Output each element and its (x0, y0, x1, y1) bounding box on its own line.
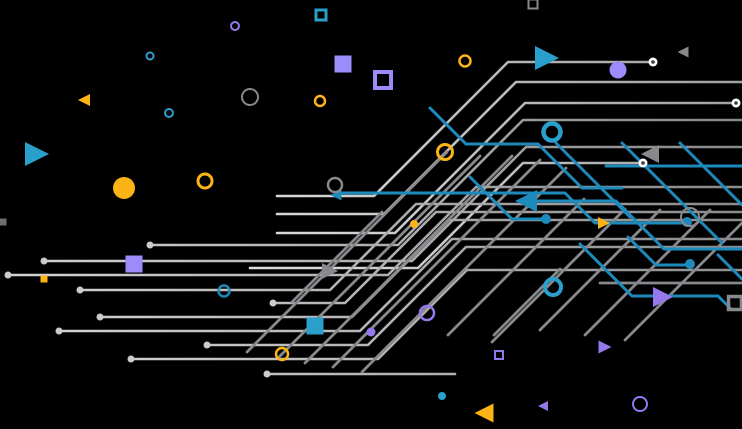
trace-line (468, 175, 548, 221)
triangle-left-shape (474, 403, 494, 423)
trace-start-dot (146, 241, 154, 249)
ring-shape (313, 94, 327, 108)
square-shape (334, 55, 352, 73)
triangle-right-shape (653, 287, 673, 307)
ring-shape (230, 21, 240, 31)
trace-line (148, 118, 742, 247)
ring-shape (632, 396, 648, 412)
trace-line (248, 161, 645, 270)
ring-shape (458, 54, 472, 68)
ring-shape (541, 121, 563, 143)
dot-shape (366, 327, 376, 337)
ring-shape (680, 207, 700, 227)
square-shape (40, 275, 48, 283)
trace-line (490, 207, 627, 344)
trace-start-dot (263, 370, 271, 378)
trace-start-dot (203, 341, 211, 349)
dot-shape (541, 214, 551, 224)
trace-start-dot (40, 257, 48, 265)
trace-endpoint-dot-core (651, 60, 655, 64)
ring-shape (164, 108, 174, 118)
trace-line (428, 106, 624, 190)
triangle-left-shape (515, 190, 537, 212)
dot-shape (609, 61, 627, 79)
ring-shape (418, 304, 436, 322)
trace-line (275, 60, 655, 198)
ring-shape (241, 88, 259, 106)
square-outline-shape (494, 350, 504, 360)
trace-line (538, 208, 662, 332)
triangle-left-shape (78, 94, 90, 106)
trace-start-dot (4, 271, 12, 279)
trace-line (716, 253, 742, 281)
triangle-left-shape (677, 46, 689, 58)
ring-shape (196, 172, 214, 190)
dot-shape (410, 220, 418, 228)
trace-start-dot (55, 327, 63, 335)
trace-endpoint-dot-core (641, 161, 645, 165)
trace-start-dot (96, 313, 104, 321)
ring-shape (436, 143, 454, 161)
trace-line (57, 237, 742, 333)
trace-start-dot (76, 286, 84, 294)
ring-shape (145, 51, 155, 61)
ring-shape (326, 176, 344, 194)
dot-shape (685, 259, 695, 269)
trace-line (290, 210, 384, 304)
triangle-right-shape (25, 142, 49, 166)
ring-shape (543, 277, 563, 297)
square-outline-shape (527, 0, 539, 10)
trace-line (623, 221, 742, 342)
trace-line (275, 101, 738, 235)
trace-line (626, 235, 690, 267)
trace-line (205, 245, 742, 347)
trace-endpoint-dot-core (734, 101, 738, 105)
trace-line (583, 208, 712, 337)
trace-line (554, 141, 632, 219)
triangle-right-shape (322, 263, 338, 279)
triangle-right-shape (535, 46, 559, 70)
trace-start-dot (127, 355, 135, 363)
trace-line (245, 150, 449, 354)
ring-shape (217, 284, 231, 298)
trace-line (446, 197, 586, 337)
ring-shape (274, 346, 290, 362)
trace-line (536, 199, 742, 251)
triangle-right-shape (598, 217, 610, 229)
triangle-left-shape (538, 401, 548, 411)
trace-line (303, 154, 514, 365)
trace-start-dot (269, 299, 277, 307)
square-outline-shape (314, 8, 328, 22)
square-shape (0, 218, 7, 226)
trace-line (578, 242, 733, 311)
dot-shape (113, 177, 135, 199)
triangle-left-shape (641, 145, 659, 163)
triangle-right-shape (598, 340, 612, 354)
dot-shape (438, 392, 446, 400)
trace-line (271, 210, 742, 305)
trace-line (678, 141, 742, 207)
square-shape (306, 317, 324, 335)
trace-line (620, 141, 724, 245)
square-outline-shape (373, 70, 393, 90)
square-shape (125, 255, 143, 273)
